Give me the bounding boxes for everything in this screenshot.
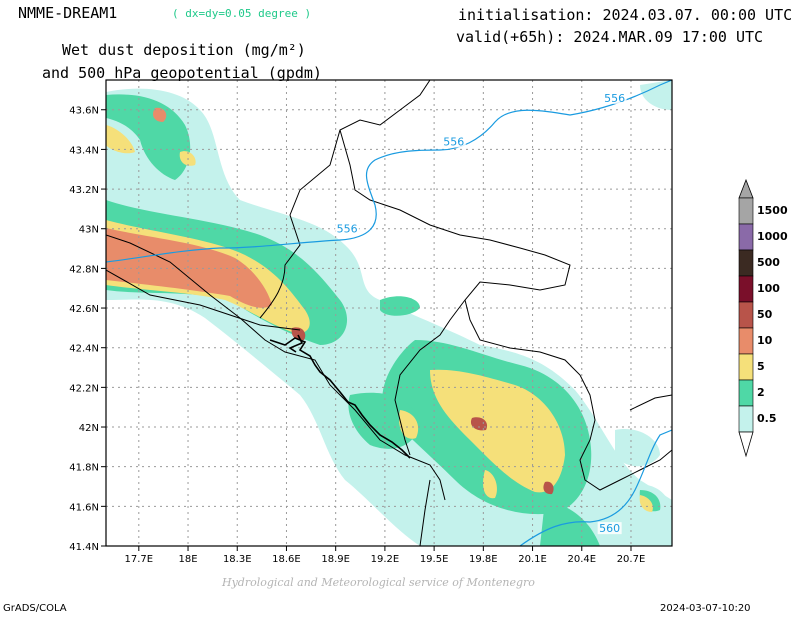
montenegro-coast: [269, 334, 411, 459]
legend-swatch: [738, 353, 754, 381]
legend-swatch: [738, 379, 754, 407]
color-legend: 1500 1000 500 100 50 10 5 2 0.5: [738, 178, 788, 458]
x-tick-label: 18.9E: [321, 554, 350, 565]
legend-arrow-bottom: [738, 431, 754, 458]
x-tick-label: 19.5E: [420, 554, 449, 565]
initialisation-time: initialisation: 2024.03.07. 00:00 UTC: [458, 6, 793, 24]
x-tick-label: 19.8E: [469, 554, 498, 565]
borders: [106, 80, 672, 546]
x-tick-label: 20.4E: [567, 554, 596, 565]
map-frame: [105, 79, 673, 547]
x-tick-label: 19.2E: [371, 554, 400, 565]
valid-time: valid(+65h): 2024.MAR.09 17:00 UTC: [456, 28, 764, 46]
contour-label: 556: [443, 135, 464, 148]
contour-label: 556: [604, 92, 625, 105]
y-tick-label: 42.4N: [69, 344, 99, 355]
y-tick-label: 43.4N: [69, 145, 99, 156]
y-tick-label: 43.6N: [69, 106, 99, 117]
contour-label-bg: [597, 522, 622, 535]
legend-label: 0.5: [757, 412, 777, 425]
contour-label: 560: [599, 522, 620, 535]
legend-label: 5: [757, 360, 765, 373]
y-tick-label: 42.8N: [69, 264, 99, 275]
legend-label: 2: [757, 386, 765, 399]
y-tick-label: 43N: [79, 225, 99, 236]
footer-software: GrADS/COLA: [3, 603, 67, 614]
legend-swatch: [738, 301, 754, 329]
contour-labels: 556 556 556 560: [335, 91, 627, 535]
legend-label: 50: [757, 308, 773, 321]
legend-swatch: [738, 249, 754, 277]
model-name: NMME-DREAM1: [18, 4, 118, 22]
legend-arrow-top: [738, 178, 754, 199]
y-tick-label: 43.2N: [69, 185, 99, 196]
legend-label: 1500: [757, 204, 788, 217]
y-tick-label: 42.2N: [69, 383, 99, 394]
y-tick-label: 42.6N: [69, 304, 99, 315]
legend-swatch: [738, 327, 754, 355]
x-tick-label: 17.7E: [125, 554, 154, 565]
y-tick-label: 42N: [79, 423, 99, 434]
x-axis: 17.7E 18E 18.3E 18.6E 18.9E 19.2E 19.5E 19.8E 20…: [125, 546, 646, 565]
contour-label-bg: [602, 91, 627, 104]
legend-label: 1000: [757, 230, 788, 243]
legend-label: 10: [757, 334, 773, 347]
legend-swatch: [738, 197, 754, 225]
y-axis: 41.4N 41.6N 41.8N 42N 42.2N 42.4N 42.6N 42.8N 43…: [69, 106, 106, 553]
geopotential-contours: [106, 80, 672, 546]
x-tick-label: 20.1E: [518, 554, 547, 565]
y-tick-label: 41.4N: [69, 542, 99, 553]
legend-label: 100: [757, 282, 780, 295]
y-tick-label: 41.6N: [69, 502, 99, 513]
map-title-line1: Wet dust deposition (mg/m²): [62, 41, 306, 59]
model-resolution: ( dx=dy=0.05 degree ): [172, 7, 312, 20]
legend-swatch: [738, 405, 754, 433]
contour-label: 556: [337, 223, 358, 236]
legend-swatch: [738, 223, 754, 251]
legend-label: 500: [757, 256, 780, 269]
credit-text: Hydrological and Meteorological service …: [222, 576, 535, 589]
footer-timestamp: 2024-03-07-10:20: [660, 603, 751, 614]
contour-label-bg: [441, 135, 466, 148]
x-tick-label: 18E: [179, 554, 198, 565]
x-tick-label: 18.6E: [272, 554, 301, 565]
y-tick-label: 41.8N: [69, 463, 99, 474]
map-title-line2: and 500 hPa geopotential (gpdm): [42, 64, 322, 82]
x-tick-label: 18.3E: [223, 554, 252, 565]
deposition-field: [106, 80, 672, 546]
legend-swatch: [738, 275, 754, 303]
x-tick-label: 20.7E: [617, 554, 646, 565]
contour-label-bg: [335, 222, 360, 235]
